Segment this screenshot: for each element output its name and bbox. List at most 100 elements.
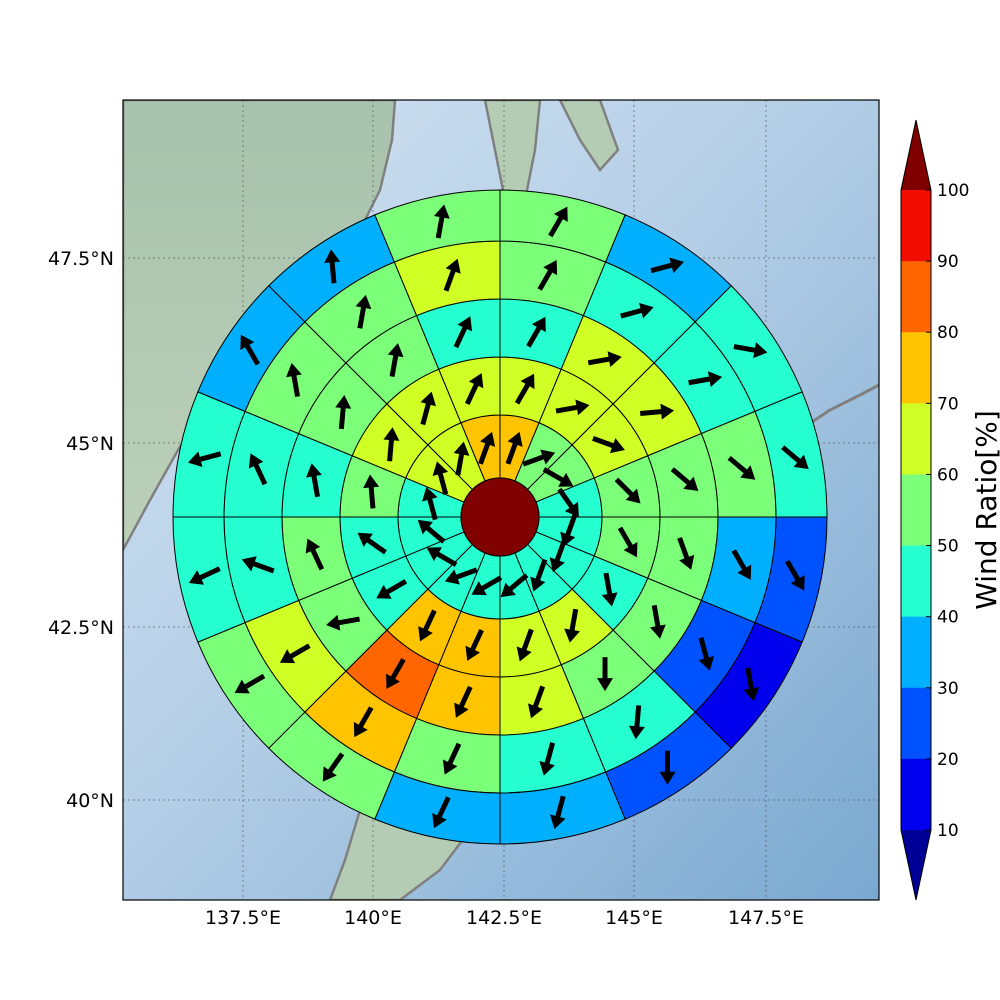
wind-arrow-head — [553, 206, 568, 222]
colorbar-segment — [901, 545, 931, 618]
wind-arrow-head — [520, 373, 535, 390]
wind-arrow-head — [279, 649, 296, 664]
wind-arrow-head — [550, 814, 566, 830]
wind-arrow-head — [659, 771, 676, 785]
wind-arrow-head — [353, 721, 368, 738]
wind-arrow-head — [737, 564, 752, 580]
wind-arrow-head — [306, 463, 322, 478]
wind-arrow-head — [527, 703, 544, 719]
center-disk — [460, 477, 540, 557]
wind-arrow-head — [426, 547, 442, 562]
wind-arrow-head — [383, 427, 400, 441]
wind-arrow-head — [241, 556, 257, 572]
colorbar-tick-label: 20 — [937, 750, 959, 770]
y-tick-label: 45°N — [66, 433, 114, 455]
colorbar-segment — [901, 758, 931, 831]
wind-arrow-head — [543, 260, 558, 276]
colorbar-tick-label: 50 — [937, 537, 959, 557]
colorbar-extend-min — [901, 830, 931, 900]
wind-arrow-head — [539, 761, 555, 776]
y-tick-label: 42.5°N — [48, 617, 114, 639]
wind-arrow-head — [628, 725, 645, 740]
wind-arrow-head — [322, 766, 337, 782]
colorbar-extend-max — [901, 120, 931, 190]
x-tick-label: 140°E — [344, 907, 402, 929]
wind-arrow-head — [649, 624, 666, 639]
y-axis-ticks: 47.5°N 45°N 42.5°N 40°N — [48, 248, 114, 812]
wind-arrow-head — [387, 343, 404, 358]
wind-arrow-head — [442, 759, 458, 775]
y-tick-label: 40°N — [66, 790, 114, 812]
wind-arrow-head — [420, 391, 436, 407]
wind-arrow-head — [698, 656, 715, 671]
colorbar-segment — [901, 616, 931, 689]
y-tick-label: 47.5°N — [48, 248, 114, 270]
wind-arrow-head — [326, 614, 341, 631]
wind-arrow-head — [609, 438, 625, 454]
colorbar: 10 20 30 40 50 60 70 80 90 100 — [900, 119, 969, 901]
wind-arrow-head — [564, 501, 579, 518]
wind-arrow-head — [355, 294, 372, 310]
wind-arrow-head — [457, 316, 473, 332]
wind-arrow-head — [558, 472, 574, 487]
x-tick-label: 137.5°E — [205, 907, 281, 929]
wind-ratio-sector — [374, 189, 501, 263]
x-tick-label: 147.5°E — [728, 907, 804, 929]
colorbar-tick-label: 10 — [937, 821, 959, 841]
colorbar-tick-label: 60 — [937, 465, 959, 485]
wind-arrow-head — [433, 204, 450, 219]
wind-arrow-head — [432, 812, 447, 829]
colorbar-tick-label: 70 — [937, 394, 959, 414]
wind-direction-arrows — [187, 204, 809, 830]
colorbar-segment — [901, 403, 931, 475]
wind-arrow-head — [660, 403, 675, 420]
wind-arrow-head — [740, 465, 756, 480]
wind-arrow-head — [444, 569, 460, 585]
wind-arrow-head — [601, 592, 618, 607]
colorbar-segment — [901, 190, 931, 262]
wind-arrow-head — [471, 581, 487, 596]
wind-arrow-head — [625, 488, 641, 504]
wind-arrow-head — [564, 628, 580, 643]
wind-arrow-head — [445, 258, 461, 274]
wind-arrow-head — [305, 538, 321, 554]
x-axis-ticks: 137.5°E 140°E 142.5°E 145°E 147.5°E — [205, 907, 804, 929]
wind-arrow-head — [324, 249, 341, 264]
wind-arrow-head — [480, 431, 496, 447]
colorbar-tick-label: 90 — [937, 252, 959, 272]
wind-arrow-head — [530, 576, 546, 592]
wind-arrow-head — [418, 626, 433, 642]
wind-arrow-head — [507, 431, 523, 447]
wind-arrow-head — [454, 702, 469, 718]
x-tick-label: 142.5°E — [466, 907, 542, 929]
wind-arrow-head — [531, 316, 546, 333]
sakhalin-east-coast — [558, 100, 620, 173]
wind-arrow-head — [743, 687, 760, 702]
wind-arrow-head — [540, 449, 556, 465]
wind-arrow-head — [623, 542, 638, 558]
wind-arrow-head — [516, 646, 532, 662]
wind-arrow-head — [607, 351, 622, 368]
wind-arrow-head — [188, 570, 205, 585]
wind-arrow-head — [240, 334, 255, 351]
wind-arrow-head — [234, 679, 250, 694]
wind-arrow-head — [597, 678, 614, 692]
map-panel — [123, 100, 879, 900]
wind-arrow-head — [453, 441, 470, 456]
wind-arrow-head — [465, 645, 481, 661]
colorbar-tick-label: 40 — [937, 608, 959, 628]
wind-arrow-head — [422, 486, 438, 502]
wind-arrow-head — [376, 584, 392, 599]
wind-arrow-head — [669, 257, 684, 274]
colorbar-segment — [901, 261, 931, 333]
wind-arrow-head — [500, 582, 516, 598]
colorbar-title: Wind Ratio[%] — [970, 410, 1000, 610]
wind-arrow-head — [707, 371, 723, 387]
wind-arrow-head — [187, 451, 203, 467]
wind-arrow-head — [793, 454, 809, 470]
wind-arrow-head — [357, 532, 373, 547]
wind-arrow-head — [790, 575, 805, 591]
wind-arrow-head — [363, 474, 380, 489]
wind-arrow-head — [679, 554, 695, 570]
wind-arrow-head — [432, 461, 449, 477]
